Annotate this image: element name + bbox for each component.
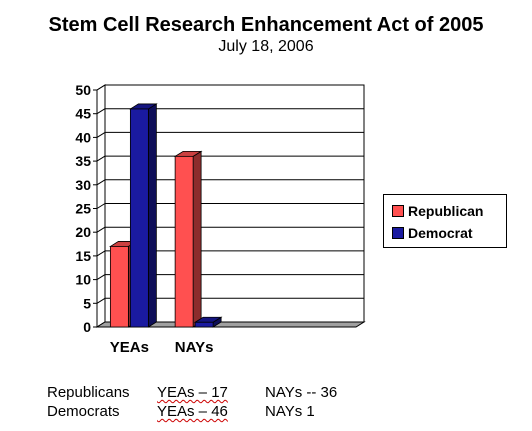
bar-republican-0 bbox=[109, 246, 129, 328]
y-tick-label: 25 bbox=[75, 201, 91, 217]
bar-side-republican-1 bbox=[192, 150, 202, 328]
chart-subtitle: July 18, 2006 bbox=[218, 38, 314, 55]
bar-democrat-0 bbox=[129, 108, 149, 328]
grid-line-side bbox=[96, 155, 106, 162]
grid-line-side bbox=[96, 250, 106, 257]
grid-line-side bbox=[96, 226, 106, 233]
y-tick-label: 10 bbox=[75, 272, 91, 288]
y-tick-label: 35 bbox=[75, 153, 91, 169]
plot-floor bbox=[95, 321, 366, 328]
grid-line-side bbox=[96, 274, 106, 281]
y-tick-label: 30 bbox=[75, 177, 91, 193]
legend-item-democrat: Democrat bbox=[392, 225, 473, 241]
chart-title: Stem Cell Research Enhancement Act of 20… bbox=[48, 14, 484, 36]
yeas-count: YEAs – 46 bbox=[157, 403, 228, 420]
grid-line-side bbox=[96, 108, 106, 115]
bar-democrat-1 bbox=[194, 321, 214, 328]
bar-side-democrat-0 bbox=[147, 103, 157, 328]
y-tick-label: 15 bbox=[75, 248, 91, 264]
y-tick-label: 20 bbox=[75, 224, 91, 240]
x-tick-label: NAYs bbox=[175, 339, 214, 356]
grid-line-side bbox=[96, 179, 106, 186]
x-tick-label: YEAs bbox=[110, 339, 149, 356]
yeas-count: YEAs – 17 bbox=[157, 384, 228, 401]
legend-label-democrat: Democrat bbox=[408, 225, 473, 241]
grid-line-side bbox=[96, 297, 106, 304]
grid-line-side bbox=[96, 84, 106, 91]
legend-swatch-republican bbox=[392, 205, 404, 217]
bar-republican-1 bbox=[174, 155, 194, 328]
y-tick-label: 40 bbox=[75, 129, 91, 145]
legend-swatch-democrat bbox=[392, 227, 404, 239]
legend-label-republican: Republican bbox=[408, 203, 484, 219]
y-tick-label: 5 bbox=[83, 295, 91, 311]
vote-summary: Republicans YEAs – 17 NAYs -- 36 Democra… bbox=[47, 383, 385, 421]
legend-item-republican: Republican bbox=[392, 203, 483, 219]
vote-summary-row-republicans: Republicans YEAs – 17 NAYs -- 36 bbox=[47, 383, 385, 402]
y-tick-label: 0 bbox=[83, 319, 91, 335]
y-tick-label: 50 bbox=[75, 82, 91, 98]
grid-line-side bbox=[96, 131, 106, 138]
party-label: Democrats bbox=[47, 403, 120, 420]
grid-line-side bbox=[96, 203, 106, 209]
nays-count: NAYs 1 bbox=[265, 403, 315, 420]
nays-count: NAYs -- 36 bbox=[265, 384, 338, 401]
y-tick-label: 45 bbox=[75, 106, 91, 122]
vote-summary-row-democrats: Democrats YEAs – 46 NAYs 1 bbox=[47, 402, 385, 421]
party-label: Republicans bbox=[47, 384, 130, 401]
legend: Republican Democrat bbox=[383, 194, 507, 248]
